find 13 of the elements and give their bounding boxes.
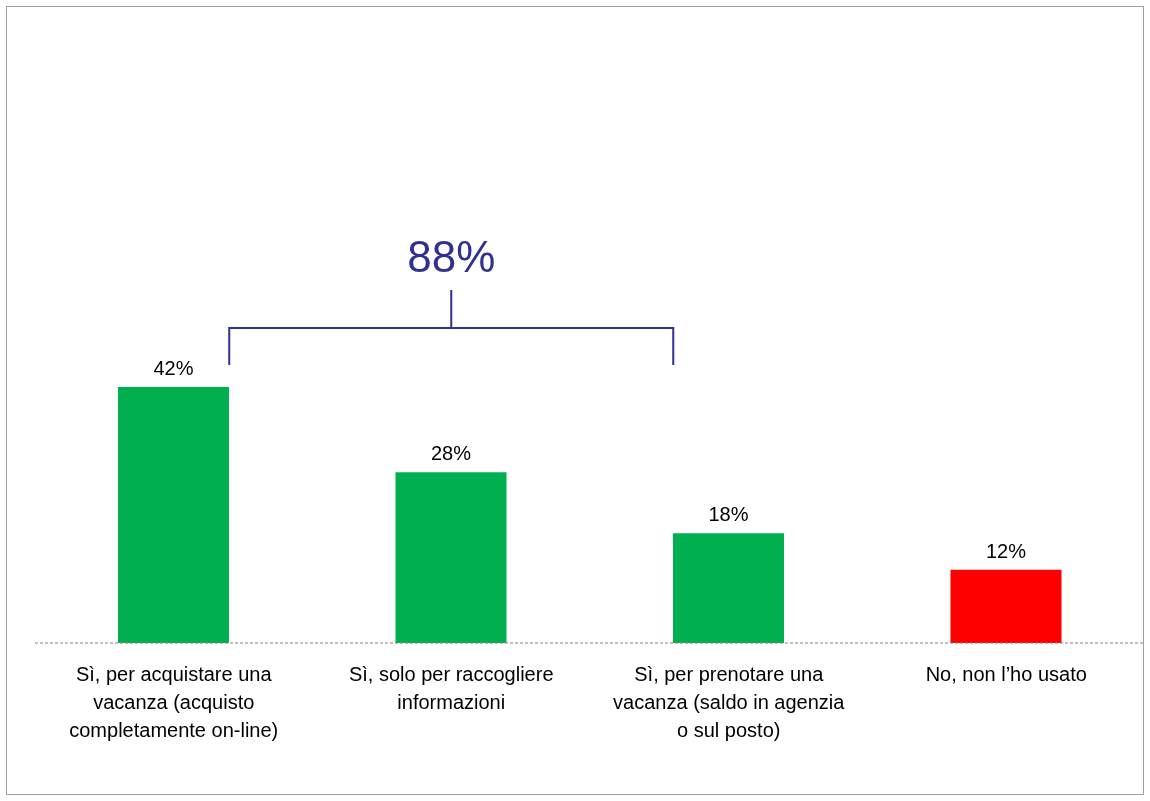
text: 88% xyxy=(407,232,496,281)
data-label: 28% xyxy=(430,442,472,465)
bar xyxy=(950,569,1062,643)
x-tick-label: No, non l’ho usato xyxy=(925,663,1087,685)
bar xyxy=(118,387,229,643)
bar xyxy=(673,533,784,643)
data-label: 42% xyxy=(153,357,194,379)
data-label: 12% xyxy=(985,539,1027,562)
data-label: 18% xyxy=(708,503,749,526)
x-tick-label: Sì, solo per raccogliere informazioni xyxy=(348,663,554,713)
x-tick-label: Sì, per acquistare una vacanza (acquisto completamente on-line) xyxy=(69,663,279,741)
bar xyxy=(395,472,507,643)
x-tick-label: Sì, per prenotare una vacanza (saldo in agenzia o sul posto) xyxy=(613,663,846,741)
